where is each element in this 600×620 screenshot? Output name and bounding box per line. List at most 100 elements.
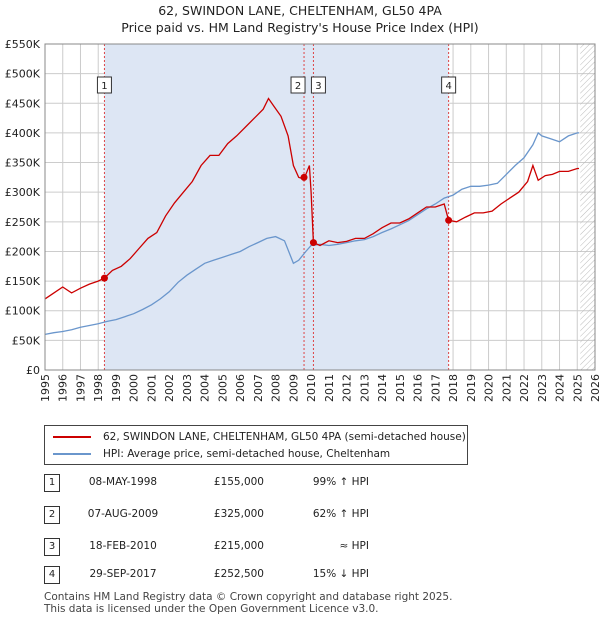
sale-marker-number: 4 [445,81,451,92]
sale-marker-number: 3 [315,81,321,92]
x-tick-label: 2011 [323,374,336,402]
sale-marker-label: 2 [290,76,306,94]
x-tick-label: 1999 [110,374,123,402]
sale-marker-label: 3 [310,76,326,94]
sale-marker-box [310,76,326,94]
y-tick-label: £100K [5,305,41,318]
y-tick-label: £500K [5,68,41,81]
y-tick-label: £150K [5,275,41,288]
forecast-hatch [580,44,595,370]
x-tick-label: 2000 [128,374,141,402]
sale-marker-box [290,76,306,94]
x-tick-label: 1997 [74,374,87,402]
footer-licence: This data is licensed under the Open Gov… [44,603,379,615]
y-tick-label: £0 [26,364,40,377]
legend-entry-price: 62, SWINDON LANE, CHELTENHAM, GL50 4PA (… [53,429,466,445]
x-tick-label: 2014 [376,374,389,402]
y-tick-label: £550K [5,38,41,51]
legend-entry-hpi: HPI: Average price, semi-detached house,… [53,446,390,462]
x-tick-label: 2016 [412,374,425,402]
legend-swatch-hpi [53,453,91,455]
sale-marker-label: 4 [441,76,457,94]
x-tick-label: 2022 [518,374,531,402]
x-tick-label: 2007 [252,374,265,402]
footer-copyright: Contains HM Land Registry data © Crown c… [44,591,453,603]
shade-layer [103,44,595,370]
sale-price: £215,000 [213,540,264,552]
sale-hpi-comparison: ≈ HPI [339,540,369,552]
sale-row: 2 07-AUG-2009 £325,000 62% ↑ HPI [44,506,444,524]
sale-hpi-comparison: 15% ↓ HPI [312,568,369,580]
x-tick-label: 1996 [57,374,70,402]
x-tick-label: 2015 [394,374,407,402]
marker-layer: 1 2 3 4 [96,76,457,282]
x-tick-label: 1998 [92,374,105,402]
legend: 62, SWINDON LANE, CHELTENHAM, GL50 4PA (… [44,425,468,465]
legend-label-price: 62, SWINDON LANE, CHELTENHAM, GL50 4PA (… [103,431,466,443]
y-tick-label: £300K [5,186,41,199]
sale-number-badge: 1 [44,474,60,492]
x-tick-label: 2019 [465,374,478,402]
sale-number-badge: 2 [44,506,60,524]
y-tick-label: £200K [5,245,41,258]
x-tick-label: 2018 [447,374,460,402]
x-tick-label: 2002 [163,374,176,402]
x-tick-label: 2006 [234,374,247,402]
sale-hpi-comparison: 99% ↑ HPI [312,476,369,488]
x-tick-label: 2021 [500,374,513,402]
sale-point [300,173,308,181]
sale-number-badge: 3 [44,538,60,556]
sale-hpi-comparison: 62% ↑ HPI [312,508,369,520]
sale-price: £252,500 [213,568,264,580]
x-tick-label: 2001 [145,374,158,402]
sale-row: 4 29-SEP-2017 £252,500 15% ↓ HPI [44,566,444,584]
x-tick-label: 2025 [571,374,584,402]
axis-layer: £0 £50K £100K £150K £200K £250K £300K £350K £400… [5,38,600,402]
sale-marker-box [96,76,112,94]
sale-row: 3 18-FEB-2010 £215,000 ≈ HPI [44,538,444,556]
footer: Contains HM Land Registry data © Crown c… [44,591,452,615]
x-tick-label: 2009 [287,374,300,402]
y-tick-label: £250K [5,216,41,229]
chart-title: 62, SWINDON LANE, CHELTENHAM, GL50 4PA P… [0,2,600,36]
price-paid-line [45,97,579,300]
sale-date: 18-FEB-2010 [89,540,157,552]
x-tick-label: 2023 [536,374,549,402]
y-tick-label: £50K [12,334,41,347]
x-tick-label: 2017 [429,374,442,402]
sale-marker-number: 2 [295,81,301,92]
x-tick-label: 2024 [554,374,567,402]
price-chart: 1 2 3 4 £0 £50K £100K £150K £200K £250K £300K £350… [5,38,600,402]
y-tick-label: £400K [5,127,41,140]
x-tick-label: 2003 [181,374,194,402]
x-tick-label: 2010 [305,374,318,402]
sale-point [309,239,317,247]
x-tick-label: 2013 [358,374,371,402]
y-tick-label: £450K [5,97,41,110]
sale-point [445,216,453,224]
x-tick-label: 2012 [341,374,354,402]
sale-marker-number: 1 [101,81,107,92]
y-tick-label: £350K [5,157,41,170]
title-line-2: Price paid vs. HM Land Registry's House … [121,20,479,35]
title-line-1: 62, SWINDON LANE, CHELTENHAM, GL50 4PA [158,3,442,18]
sale-marker-label: 1 [96,76,112,94]
sale-row: 1 08-MAY-1998 £155,000 99% ↑ HPI [44,474,444,492]
sale-price: £325,000 [213,508,264,520]
x-tick-label: 2004 [199,374,212,402]
x-tick-label: 2008 [270,374,283,402]
x-tick-label: 2026 [589,374,600,402]
ownership-shade [104,44,449,370]
sale-point [100,274,108,282]
sale-date: 07-AUG-2009 [87,508,159,520]
sale-number-badge: 4 [44,566,60,584]
x-tick-label: 2005 [216,374,229,402]
x-tick-label: 1995 [39,374,52,402]
plot-frame [44,43,596,371]
sale-date: 29-SEP-2017 [89,568,157,580]
sale-date: 08-MAY-1998 [88,476,158,488]
legend-swatch-price [53,436,91,438]
sale-marker-box [441,76,457,94]
legend-label-hpi: HPI: Average price, semi-detached house,… [103,448,391,460]
sale-price: £155,000 [213,476,264,488]
